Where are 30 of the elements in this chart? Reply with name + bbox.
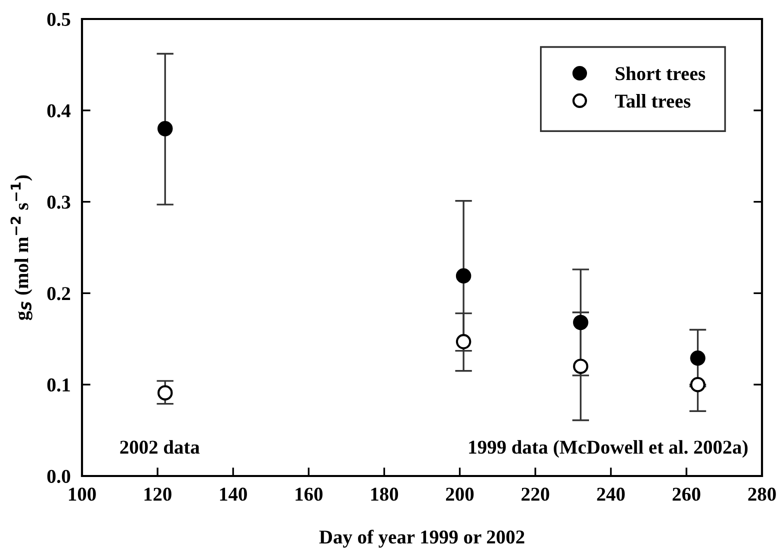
x-tick-label: 140 xyxy=(220,488,247,501)
y-axis-title: g$_{S}$ (mol m$^{−2}$ s$^{−1}$) xyxy=(10,175,32,320)
x-tick-label: 220 xyxy=(522,488,550,501)
x-tick-label: 260 xyxy=(672,488,700,501)
x-tick-label: 200 xyxy=(446,488,474,501)
point xyxy=(157,385,173,400)
x-tick-label: 240 xyxy=(597,488,625,501)
x-tick-label: 120 xyxy=(144,488,172,501)
point xyxy=(573,358,588,374)
y-tick-label: 0.5 xyxy=(47,12,70,26)
x-tick-label: 280 xyxy=(748,488,776,501)
x-tick-label: 100 xyxy=(68,488,96,501)
point xyxy=(690,350,706,366)
legend-label: Short trees xyxy=(616,66,706,80)
y-tick-label: 0.4 xyxy=(47,104,71,118)
point xyxy=(157,121,173,136)
x-tick-label: 160 xyxy=(296,488,323,501)
x-axis-title: Day of year 1999 or 2002 xyxy=(319,530,524,548)
point xyxy=(573,314,588,330)
legend-label: Tall trees xyxy=(615,94,690,108)
point xyxy=(690,376,706,392)
y-tick-label: 0.1 xyxy=(47,378,70,392)
y-tick-label: 0.0 xyxy=(47,470,70,484)
point xyxy=(456,334,472,350)
x-tick-label: 180 xyxy=(371,488,398,501)
annotation: 1999 data (McDowell et al. 2002a) xyxy=(469,440,748,458)
annotation: 2002 data xyxy=(120,440,200,454)
point xyxy=(456,268,472,284)
y-tick-label: 0.2 xyxy=(47,287,70,300)
y-tick-label: 0.3 xyxy=(47,196,70,209)
